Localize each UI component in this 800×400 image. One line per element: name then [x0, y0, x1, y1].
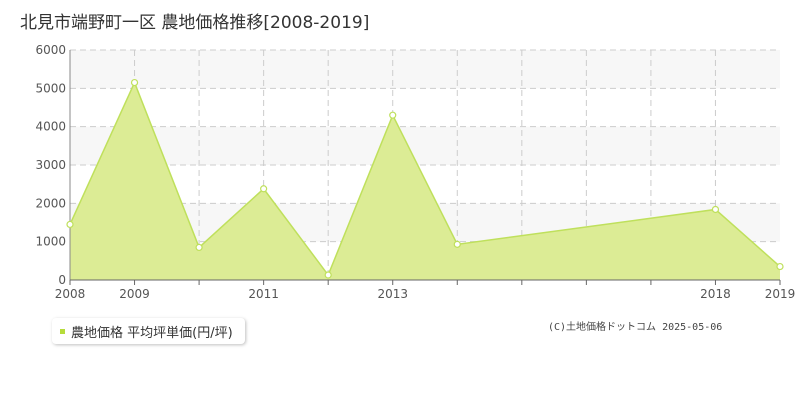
data-point — [195, 243, 203, 252]
data-points — [66, 78, 784, 279]
y-tick-label: 5000 — [35, 81, 66, 95]
axes — [69, 50, 781, 285]
y-tick-label: 6000 — [35, 43, 66, 57]
background-band — [70, 126, 780, 165]
data-point — [130, 78, 139, 87]
x-tick-label: 2018 — [700, 287, 731, 301]
legend-swatch — [60, 328, 65, 334]
data-point — [711, 205, 720, 214]
legend: 農地価格 平均坪単価(円/坪) — [52, 318, 245, 344]
x-tick-label: 2019 — [765, 287, 796, 301]
x-tick-label: 2009 — [119, 287, 150, 301]
legend-label: 農地価格 平均坪単価(円/坪) — [71, 325, 233, 341]
area-layer — [69, 80, 781, 280]
background-band — [70, 50, 780, 89]
x-tick-labels: 2008 2009 2011 2013 2018 2019 — [55, 287, 796, 301]
x-tick-label: 2008 — [55, 287, 86, 301]
chart-title: 北見市端野町一区 農地価格推移[2008-2019] — [20, 13, 370, 33]
data-point — [66, 220, 74, 229]
y-tick-label: 1000 — [35, 235, 66, 249]
data-point — [260, 185, 268, 193]
x-tick-label: 2013 — [377, 287, 408, 301]
y-tick-label: 3000 — [35, 158, 66, 172]
data-point — [776, 262, 784, 271]
data-point — [389, 111, 397, 119]
y-tick-label: 2000 — [35, 196, 66, 210]
x-tick-label: 2011 — [248, 287, 279, 301]
copyright-text: (C)土地価格ドットコム 2025-05-06 — [548, 322, 723, 333]
data-point — [453, 240, 461, 248]
y-tick-labels: 0 1000 2000 3000 4000 5000 6000 — [35, 43, 66, 287]
y-tick-label: 0 — [58, 273, 66, 287]
y-tick-label: 4000 — [35, 120, 66, 134]
data-point — [324, 271, 332, 279]
